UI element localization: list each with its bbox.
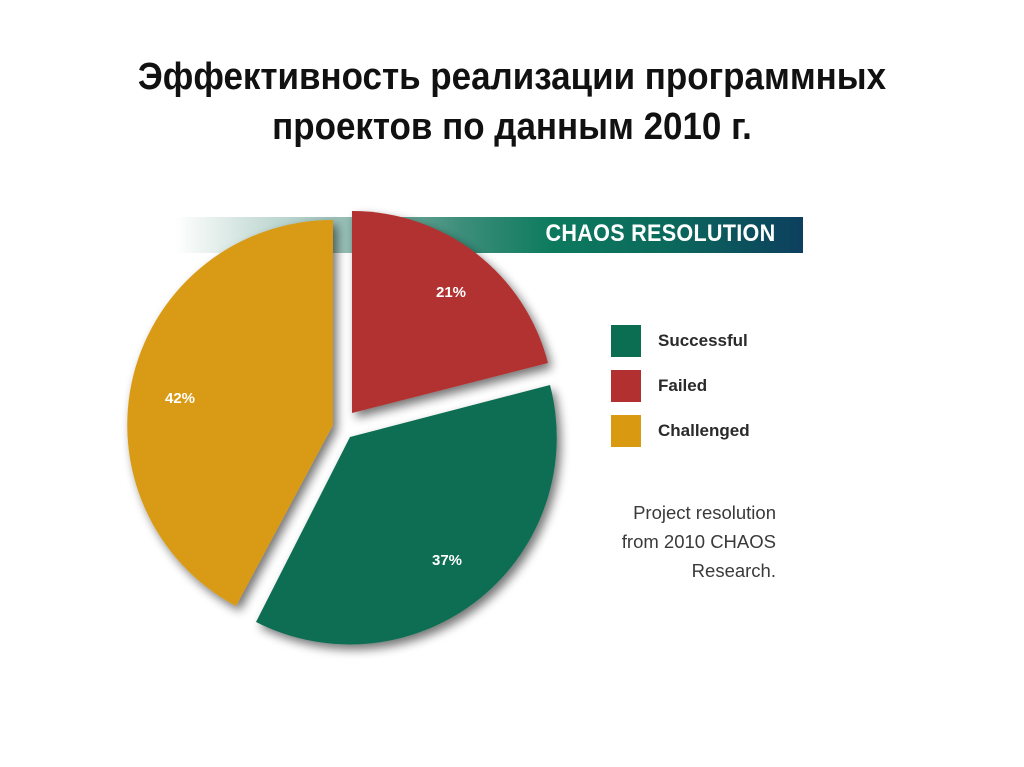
slice-successful-label: 37% bbox=[432, 552, 462, 569]
chart-caption: Project resolution from 2010 CHAOS Resea… bbox=[622, 498, 776, 585]
legend-label-failed: Failed bbox=[658, 375, 708, 395]
page-title: Эффективность реализации программных про… bbox=[41, 52, 983, 152]
slice-successful: 37% bbox=[256, 385, 557, 645]
caption-line-1: Project resolution bbox=[633, 502, 776, 523]
legend-item-successful: Successful bbox=[611, 318, 750, 363]
banner-label: CHAOS RESOLUTION bbox=[545, 220, 775, 247]
legend-swatch-failed bbox=[611, 369, 641, 402]
slice-challenged-label: 42% bbox=[165, 390, 195, 407]
page-title-line-2: проектов по данным 2010 г. bbox=[272, 106, 752, 148]
slice-challenged-shape bbox=[127, 219, 333, 607]
legend-label-challenged: Challenged bbox=[658, 420, 750, 440]
slice-failed: 21% bbox=[352, 210, 548, 413]
legend-label-successful: Successful bbox=[658, 330, 748, 350]
legend-swatch-successful bbox=[611, 324, 641, 357]
caption-line-2: from 2010 CHAOS bbox=[621, 531, 776, 552]
caption-line-3: Research. bbox=[691, 560, 776, 581]
legend-swatch-challenged bbox=[611, 414, 641, 447]
slice-failed-label: 21% bbox=[436, 284, 466, 301]
slice-challenged: 42% bbox=[127, 219, 333, 607]
legend-item-failed: Failed bbox=[611, 363, 750, 408]
slice-successful-shape bbox=[256, 385, 557, 645]
chart-legend: Successful Failed Challenged bbox=[611, 318, 750, 453]
legend-item-challenged: Challenged bbox=[611, 408, 750, 453]
page-title-line-1: Эффективность реализации программных bbox=[137, 56, 887, 98]
slice-failed-shape bbox=[352, 210, 548, 413]
